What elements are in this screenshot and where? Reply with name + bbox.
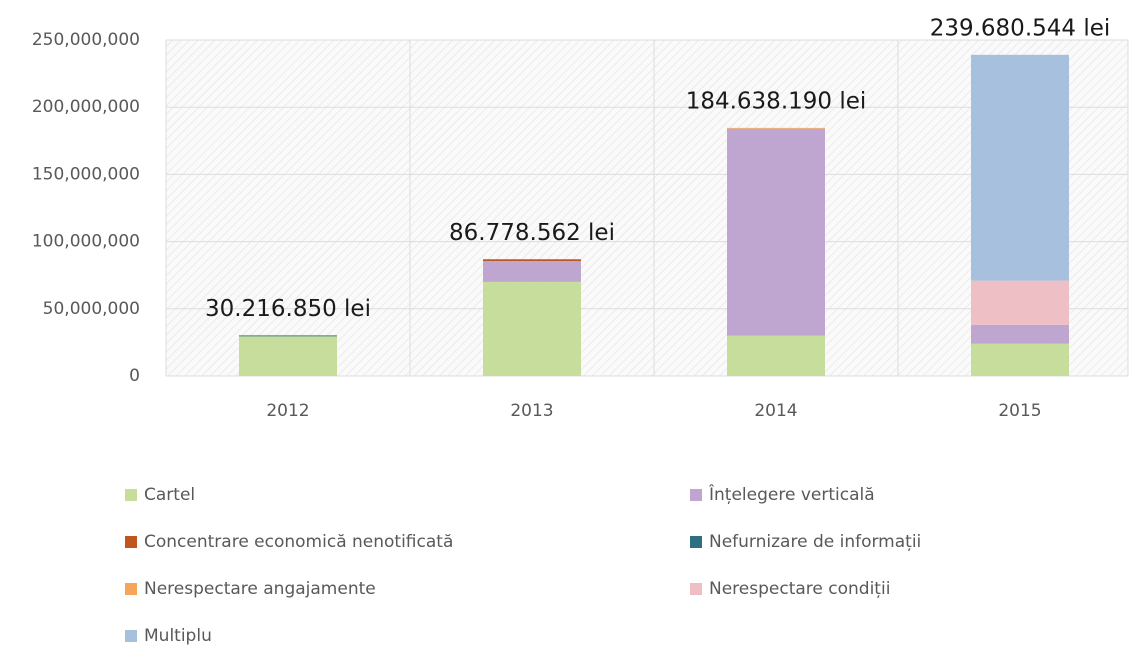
legend-swatch	[125, 489, 137, 501]
bar-segment	[971, 324, 1069, 344]
legend-swatch	[690, 536, 702, 548]
bar-segment	[727, 127, 825, 129]
legend-swatch	[125, 583, 137, 595]
legend-swatch	[690, 583, 702, 595]
bar-segment	[971, 280, 1069, 325]
bar-segment	[483, 259, 581, 261]
bar-segment	[727, 128, 825, 336]
x-tick-label: 2013	[510, 401, 553, 421]
bar-segment	[971, 343, 1069, 376]
bar-segment	[239, 336, 337, 376]
legend-label: Multiplu	[144, 626, 212, 646]
x-tick-label: 2014	[754, 401, 797, 421]
total-label: 184.638.190 lei	[686, 88, 867, 114]
total-label: 86.778.562 lei	[449, 220, 615, 246]
y-tick-label: 200,000,000	[32, 97, 140, 117]
x-tick-label: 2012	[266, 401, 309, 421]
y-tick-label: 100,000,000	[32, 232, 140, 252]
legend-swatch	[690, 489, 702, 501]
legend-label: Nefurnizare de informații	[709, 532, 921, 552]
total-label: 30.216.850 lei	[205, 296, 371, 322]
legend-label: Nerespectare condiții	[709, 579, 890, 599]
y-tick-label: 50,000,000	[43, 299, 140, 319]
total-label: 239.680.544 lei	[930, 15, 1111, 41]
y-tick-label: 150,000,000	[32, 164, 140, 184]
x-tick-label: 2015	[998, 401, 1041, 421]
bar-segment	[727, 335, 825, 376]
legend-label: Cartel	[144, 485, 195, 505]
legend-swatch	[125, 630, 137, 642]
bar-segment	[483, 260, 581, 262]
bar-segment	[971, 54, 1069, 281]
bar-segment	[483, 281, 581, 376]
y-tick-label: 250,000,000	[32, 30, 140, 50]
bar-segment	[239, 335, 337, 337]
y-tick-label: 0	[129, 366, 140, 386]
legend-label: Nerespectare angajamente	[144, 579, 376, 599]
bar-segment	[483, 261, 581, 282]
legend-label: Concentrare economică nenotificată	[144, 532, 453, 552]
legend-swatch	[125, 536, 137, 548]
legend-label: Înțelegere verticală	[708, 483, 875, 505]
plot-background	[166, 40, 1128, 376]
